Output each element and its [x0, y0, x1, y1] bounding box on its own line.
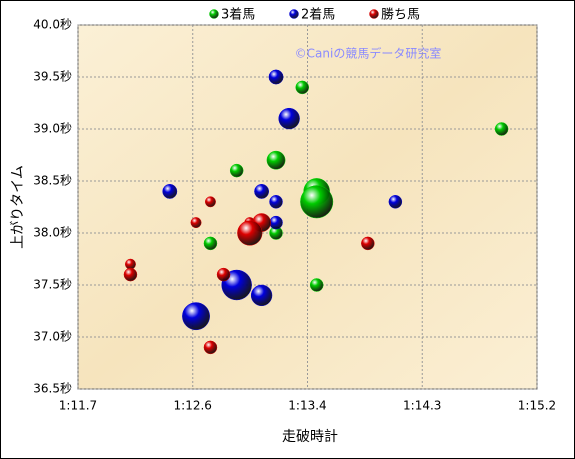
- bubble: [361, 236, 375, 251]
- bubble: [203, 340, 218, 355]
- bubble: [388, 195, 403, 209]
- legend-marker: [289, 9, 299, 19]
- bubble: [229, 163, 244, 178]
- bubble: [254, 184, 270, 199]
- y-tick-label: 39.0秒: [33, 122, 72, 136]
- legend-marker: [369, 9, 379, 19]
- legend-label: 3着馬: [221, 7, 255, 23]
- bubble: [205, 196, 216, 208]
- y-tick-label: 37.5秒: [33, 278, 72, 292]
- x-tick-label: 1:15.2: [518, 399, 556, 413]
- bubble: [203, 236, 218, 251]
- bubble: [190, 217, 202, 229]
- x-tick-label: 1:11.7: [59, 399, 97, 413]
- legend-marker: [209, 9, 219, 19]
- bubble: [125, 258, 136, 270]
- legend-label: 2着馬: [301, 7, 335, 23]
- bubble: [216, 267, 231, 282]
- bubble: [269, 215, 283, 230]
- bubble: [250, 284, 273, 307]
- x-tick-label: 1:13.4: [288, 399, 326, 413]
- bubble: [269, 195, 283, 209]
- y-tick-label: 39.5秒: [33, 70, 72, 84]
- y-tick-label: 37.0秒: [33, 330, 72, 344]
- bubble: [494, 122, 509, 136]
- bubble: [295, 80, 310, 95]
- bubble: [123, 267, 138, 282]
- bubble: [309, 278, 324, 292]
- y-tick-label: 38.5秒: [33, 174, 72, 188]
- y-tick-label: 38.0秒: [33, 226, 72, 240]
- y-tick-label: 40.0秒: [33, 18, 72, 32]
- bubble: [237, 220, 263, 246]
- x-tick-label: 1:14.3: [403, 399, 441, 413]
- bubble: [300, 185, 334, 219]
- bubble: [162, 184, 178, 199]
- bubble: [266, 150, 286, 170]
- x-axis-label: 走破時計: [282, 429, 338, 445]
- watermark: ©Caniの競馬データ研究室: [295, 46, 442, 61]
- y-tick-label: 36.5秒: [33, 382, 72, 396]
- bubble: [182, 302, 210, 331]
- bubble: [278, 107, 300, 130]
- y-axis-label: 上がりタイム: [10, 165, 26, 249]
- legend-label: 勝ち馬: [381, 8, 420, 23]
- bubble: [268, 69, 284, 85]
- x-tick-label: 1:12.6: [174, 399, 212, 413]
